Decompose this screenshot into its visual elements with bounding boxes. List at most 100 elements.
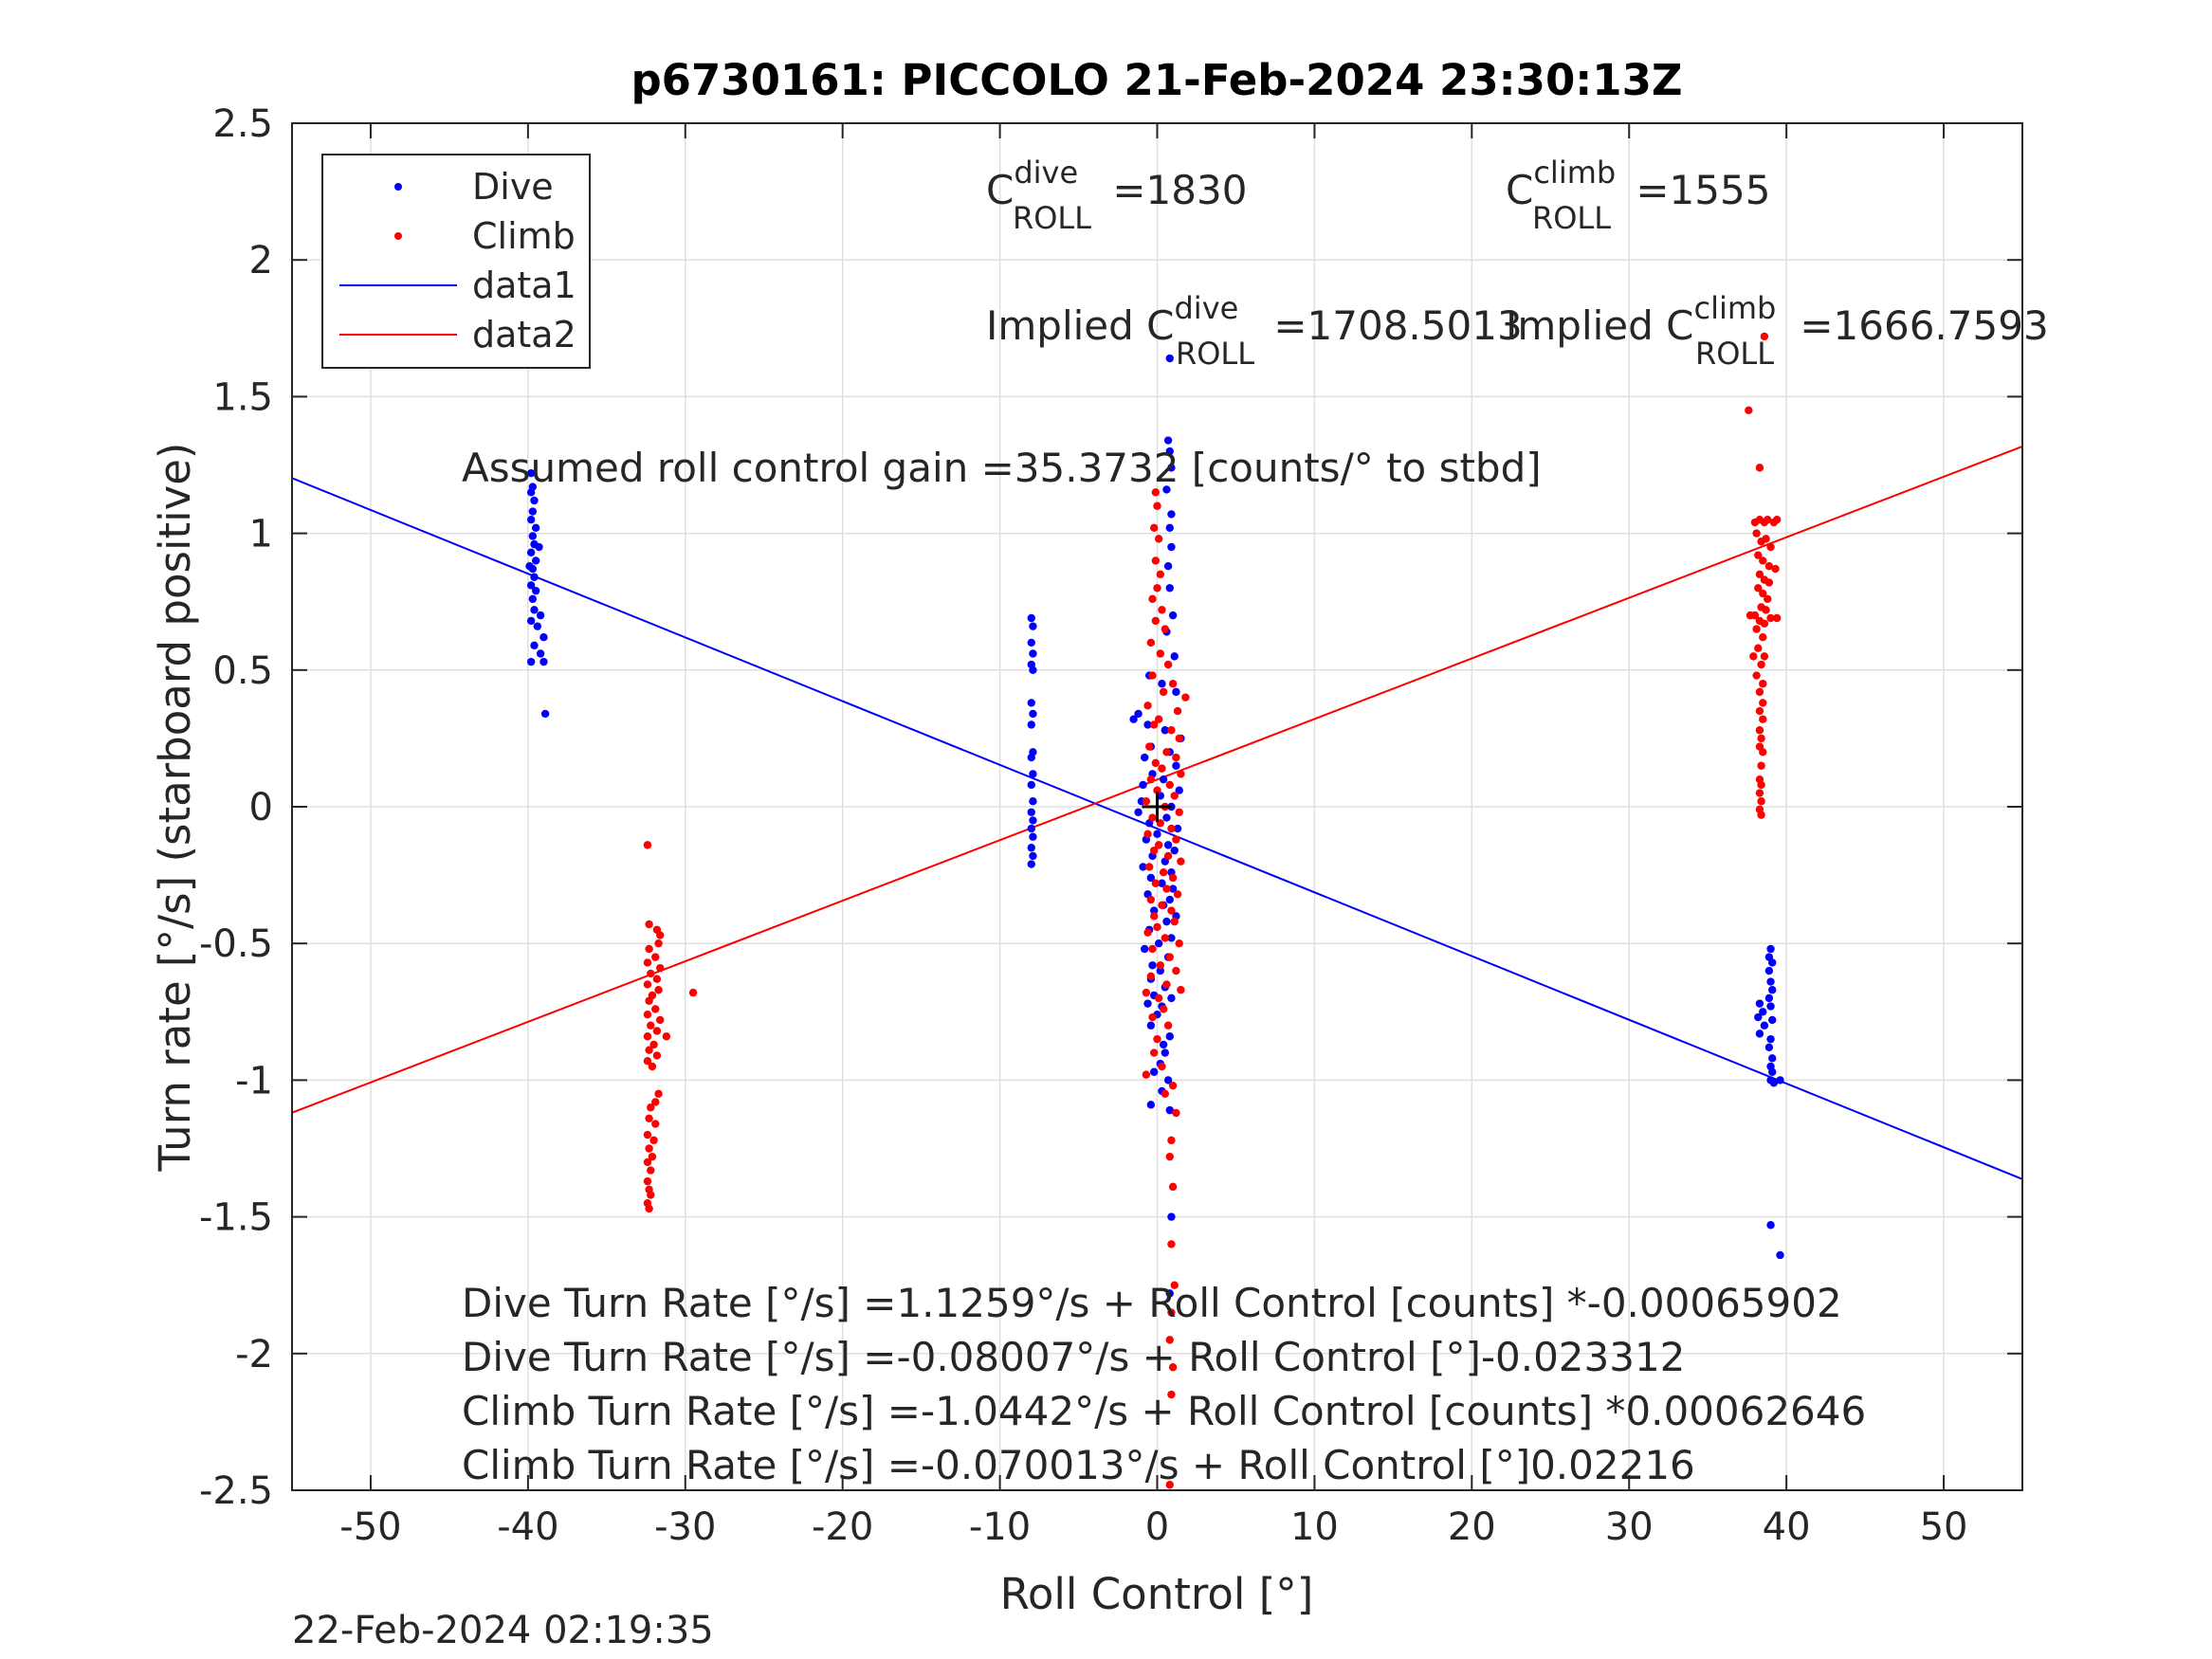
point-climb	[643, 1176, 652, 1186]
point-climb	[1151, 758, 1161, 768]
legend: Dive Climb data1 data2	[321, 154, 591, 369]
point-dive	[1163, 562, 1173, 571]
point-dive	[1154, 939, 1163, 948]
point-climb	[647, 1021, 655, 1030]
point-climb	[1148, 671, 1157, 680]
point-climb	[1156, 649, 1165, 658]
point-climb	[1149, 1048, 1159, 1057]
point-dive	[540, 709, 550, 719]
point-climb	[1165, 953, 1174, 961]
point-climb	[1760, 619, 1769, 628]
point-climb	[1173, 706, 1182, 716]
point-dive	[1134, 709, 1143, 719]
point-climb	[643, 1130, 652, 1139]
point-dive	[1141, 753, 1149, 762]
point-dive	[1158, 879, 1166, 887]
point-climb	[645, 944, 653, 954]
point-dive	[1764, 994, 1774, 1003]
point-dive	[1165, 584, 1174, 592]
point-climb	[1759, 748, 1767, 757]
point-climb	[656, 1015, 665, 1025]
point-climb	[1165, 780, 1174, 790]
x-tick-label: -40	[497, 1505, 558, 1549]
y-tick-label: -1.5	[199, 1196, 273, 1240]
point-climb	[1158, 764, 1166, 773]
gain-annotation: Assumed roll control gain =35.3732 [coun…	[462, 445, 1542, 491]
point-dive	[1029, 622, 1037, 630]
point-dive	[1027, 808, 1035, 816]
point-climb	[645, 1204, 653, 1213]
y-tick-label: 0	[249, 786, 273, 830]
point-dive	[1776, 1250, 1784, 1260]
legend-climb-marker	[394, 232, 402, 240]
point-climb	[1172, 753, 1180, 762]
point-climb	[1148, 594, 1157, 604]
equation-dive-degrees: Dive Turn Rate [°/s] =-0.08007°/s + Roll…	[462, 1334, 1685, 1380]
y-tick-label: 2	[249, 239, 273, 283]
point-dive	[1149, 906, 1159, 915]
point-dive	[1165, 447, 1174, 456]
point-climb	[1757, 734, 1765, 743]
point-dive	[1168, 884, 1178, 893]
x-tick-label: 10	[1290, 1505, 1339, 1549]
point-dive	[1776, 1076, 1784, 1085]
point-climb	[643, 841, 652, 849]
point-climb	[1757, 780, 1765, 790]
equation-dive-counts: Dive Turn Rate [°/s] =1.1259°/s + Roll C…	[462, 1280, 1842, 1326]
point-climb	[1142, 988, 1151, 997]
point-dive	[530, 606, 539, 614]
point-climb	[1771, 564, 1780, 574]
point-climb	[1755, 706, 1764, 716]
point-climb	[1172, 966, 1180, 975]
point-climb	[1745, 406, 1753, 415]
point-dive	[1161, 726, 1169, 735]
point-climb	[1154, 715, 1163, 723]
point-dive	[536, 649, 545, 658]
point-dive	[1129, 715, 1138, 723]
point-dive	[1760, 1021, 1769, 1030]
point-dive	[1768, 1054, 1777, 1063]
point-dive	[1167, 934, 1176, 942]
point-dive	[1027, 860, 1035, 868]
point-dive	[1163, 436, 1173, 445]
implied-climb-annotation: Implied Cclimb ROLL =1666.7593	[1506, 290, 2049, 372]
point-climb	[1153, 501, 1161, 510]
point-dive	[1768, 1067, 1777, 1076]
fit-line-data1	[291, 477, 2023, 1180]
point-dive	[1167, 1212, 1176, 1221]
point-dive	[1134, 808, 1143, 816]
point-climb	[1764, 594, 1772, 604]
legend-dive-label: Dive	[472, 166, 554, 208]
c-climb-sup: climb	[1533, 155, 1616, 191]
point-dive	[1172, 687, 1180, 697]
point-climb	[1148, 813, 1157, 822]
c-dive-annotation: Cdive ROLL =1830	[986, 155, 1247, 236]
point-climb	[1143, 830, 1152, 839]
point-climb	[1757, 761, 1765, 770]
point-dive	[1139, 863, 1147, 871]
point-climb	[1153, 922, 1161, 932]
point-climb	[1757, 797, 1765, 806]
point-dive	[531, 523, 540, 533]
point-dive	[1158, 680, 1166, 688]
point-climb	[1749, 652, 1758, 661]
point-dive	[526, 657, 536, 666]
point-dive	[1165, 1032, 1174, 1041]
point-climb	[1170, 1281, 1179, 1289]
point-climb	[652, 975, 662, 983]
point-climb	[1167, 1390, 1176, 1399]
point-dive	[1162, 485, 1171, 494]
point-dive	[1163, 841, 1173, 849]
point-dive	[1165, 1289, 1174, 1298]
point-climb	[1760, 652, 1769, 661]
point-climb	[1752, 625, 1761, 633]
x-tick-label: 30	[1605, 1505, 1654, 1549]
point-climb	[645, 996, 653, 1005]
timestamp: 22-Feb-2024 02:19:35	[292, 1609, 714, 1652]
equation-climb-counts: Climb Turn Rate [°/s] =-1.0442°/s + Roll…	[462, 1388, 1866, 1434]
c-dive-sup: dive	[1014, 155, 1078, 191]
point-climb	[1156, 570, 1165, 579]
legend-data2-label: data2	[472, 314, 576, 356]
point-climb	[1162, 748, 1171, 757]
point-dive	[1141, 944, 1149, 954]
